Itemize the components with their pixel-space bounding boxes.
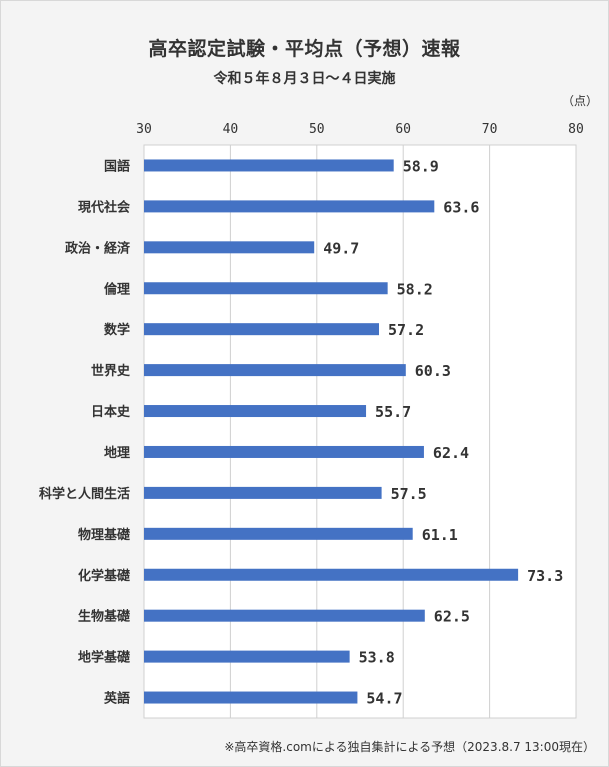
bar bbox=[144, 568, 519, 581]
category-label: 地理 bbox=[104, 445, 130, 461]
data-label: 58.9 bbox=[403, 157, 439, 175]
source-note: ※高卒資格.comによる独自集計による予想（2023.8.7 13:00現在） bbox=[224, 740, 595, 754]
x-tick-label: 80 bbox=[568, 122, 584, 137]
category-label: 化学基礎 bbox=[78, 568, 131, 584]
x-tick-label: 30 bbox=[136, 122, 152, 137]
data-label: 62.4 bbox=[433, 444, 469, 462]
category-label: 国語 bbox=[104, 158, 130, 174]
chart-subtitle: 令和５年８月３日～４日実施 bbox=[213, 71, 396, 87]
bar bbox=[144, 364, 406, 377]
data-label: 73.3 bbox=[527, 567, 563, 585]
x-tick-label: 70 bbox=[482, 122, 498, 137]
category-label: 科学と人間生活 bbox=[39, 486, 130, 502]
data-label: 49.7 bbox=[323, 239, 359, 257]
bar bbox=[144, 405, 367, 418]
data-label: 55.7 bbox=[375, 403, 411, 421]
plot-area bbox=[143, 144, 577, 719]
bar bbox=[144, 527, 413, 540]
category-label: 数学 bbox=[104, 322, 130, 338]
data-label: 57.2 bbox=[388, 321, 424, 339]
data-label: 58.2 bbox=[397, 280, 433, 298]
category-label: 日本史 bbox=[91, 404, 131, 420]
category-label: 生物基礎 bbox=[78, 609, 131, 625]
data-label: 54.7 bbox=[366, 690, 402, 708]
data-label: 63.6 bbox=[443, 198, 479, 216]
category-label: 物理基礎 bbox=[78, 527, 131, 543]
bar bbox=[144, 486, 382, 499]
x-tick-label: 60 bbox=[395, 122, 411, 137]
data-label: 61.1 bbox=[422, 526, 458, 544]
bar bbox=[144, 650, 350, 663]
category-label: 世界史 bbox=[91, 363, 131, 379]
bar bbox=[144, 241, 315, 254]
bar bbox=[144, 445, 424, 458]
category-label: 現代社会 bbox=[78, 199, 131, 215]
bar bbox=[144, 159, 394, 172]
bar bbox=[144, 323, 380, 336]
data-label: 62.5 bbox=[434, 608, 470, 626]
x-tick-label: 50 bbox=[309, 122, 325, 137]
bar bbox=[144, 691, 358, 704]
category-label: 英語 bbox=[103, 691, 130, 707]
category-label: 地学基礎 bbox=[78, 650, 131, 666]
category-label: 政治・経済 bbox=[65, 240, 131, 256]
x-tick-label: 40 bbox=[223, 122, 239, 137]
bar bbox=[144, 609, 425, 622]
unit-label: （点） bbox=[562, 94, 599, 108]
data-label: 57.5 bbox=[391, 485, 427, 503]
bar bbox=[144, 200, 435, 213]
data-label: 60.3 bbox=[415, 362, 451, 380]
data-label: 53.8 bbox=[359, 649, 395, 667]
bar bbox=[144, 282, 388, 295]
chart-title: 高卒認定試験・平均点（予想）速報 bbox=[148, 38, 461, 60]
category-label: 倫理 bbox=[104, 281, 130, 297]
